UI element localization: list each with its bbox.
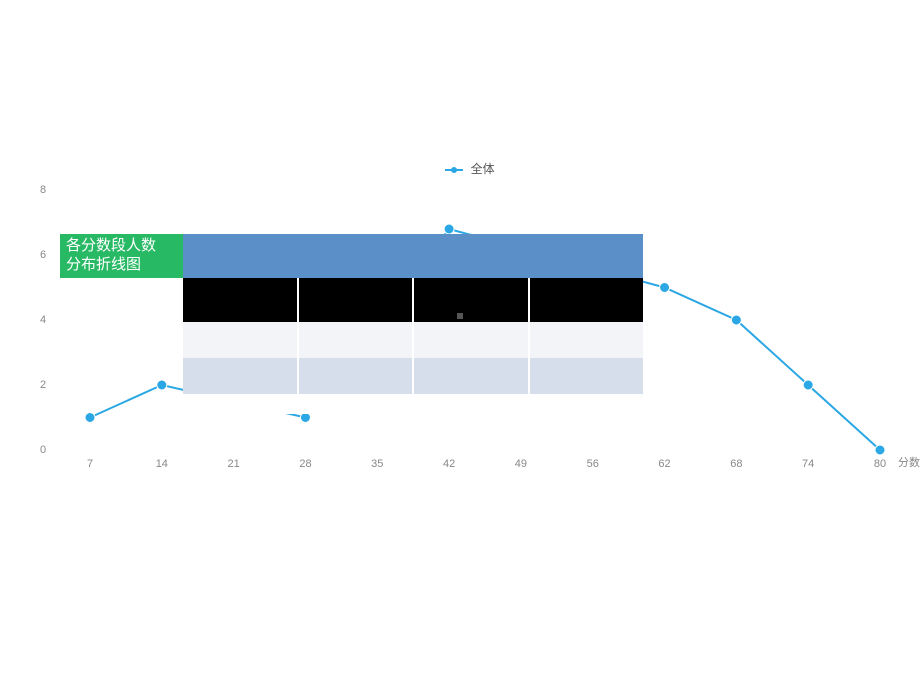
table-cell xyxy=(414,278,530,322)
data-point xyxy=(300,413,310,423)
legend-marker xyxy=(445,169,463,171)
x-tick: 7 xyxy=(87,458,93,470)
title-line-1: 各分数段人数 xyxy=(66,237,184,256)
x-tick: 74 xyxy=(802,458,814,470)
table-cell xyxy=(299,322,415,358)
data-point xyxy=(875,445,885,455)
y-tick: 4 xyxy=(40,314,46,326)
table-row xyxy=(183,234,643,278)
chart-title-badge: 各分数段人数 分布折线图 xyxy=(60,234,190,278)
y-tick: 0 xyxy=(40,444,46,456)
table-cell xyxy=(183,394,643,414)
data-point xyxy=(157,380,167,390)
x-tick: 21 xyxy=(228,458,240,470)
table-cell xyxy=(183,322,299,358)
table-cell xyxy=(414,358,530,394)
table-cell xyxy=(183,358,299,394)
table-cell xyxy=(299,358,415,394)
x-tick: 28 xyxy=(299,458,311,470)
x-axis-label: 分数 xyxy=(898,454,920,470)
x-tick: 14 xyxy=(156,458,168,470)
table-cell xyxy=(414,322,530,358)
table-row xyxy=(183,322,643,358)
y-tick: 6 xyxy=(40,249,46,261)
x-tick: 35 xyxy=(371,458,383,470)
table-cell xyxy=(530,278,644,322)
x-tick: 56 xyxy=(587,458,599,470)
table-row xyxy=(183,278,643,322)
data-point xyxy=(731,315,741,325)
table-row xyxy=(183,394,643,414)
x-tick: 49 xyxy=(515,458,527,470)
chart-legend: 全体 xyxy=(40,160,900,177)
y-tick: 8 xyxy=(40,184,46,196)
data-point xyxy=(803,380,813,390)
table-cell xyxy=(530,322,644,358)
table-row xyxy=(183,358,643,394)
x-tick: 68 xyxy=(730,458,742,470)
y-tick: 2 xyxy=(40,379,46,391)
legend-label: 全体 xyxy=(471,162,495,176)
table-cell xyxy=(183,278,299,322)
title-line-2: 分布折线图 xyxy=(66,256,184,275)
x-tick: 62 xyxy=(658,458,670,470)
data-table-overlay xyxy=(183,234,643,414)
data-point xyxy=(85,413,95,423)
data-point xyxy=(660,283,670,293)
data-point xyxy=(444,224,454,234)
center-marker-icon xyxy=(457,313,463,319)
table-cell xyxy=(530,358,644,394)
table-cell xyxy=(299,278,415,322)
table-cell xyxy=(183,234,643,278)
x-tick: 80 xyxy=(874,458,886,470)
x-tick: 42 xyxy=(443,458,455,470)
